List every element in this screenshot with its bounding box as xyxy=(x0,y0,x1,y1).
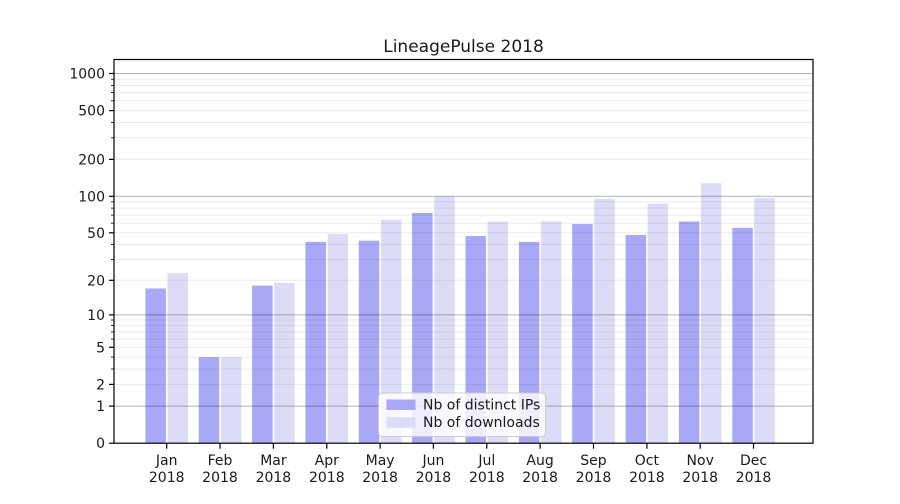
x-tick-label-year: 2018 xyxy=(682,470,718,486)
bar-distinct-ips-jun xyxy=(412,212,433,444)
bar-distinct-ips-dec xyxy=(732,227,753,444)
legend-label-downloads: Nb of downloads xyxy=(423,415,540,431)
x-tick-label-year: 2018 xyxy=(256,470,292,486)
bar-distinct-ips-mar xyxy=(252,285,273,444)
x-tick-label-month: Mar xyxy=(260,453,287,469)
y-tick-label: 1 xyxy=(96,399,105,415)
bar-distinct-ips-oct xyxy=(625,235,647,444)
chart-title: LineagePulse 2018 xyxy=(383,37,544,57)
x-tick-label-year: 2018 xyxy=(736,470,772,486)
x-tick-label-year: 2018 xyxy=(522,470,558,486)
y-tick-label: 5 xyxy=(96,340,105,356)
x-tick-label-month: May xyxy=(366,453,395,469)
y-tick-label: 1000 xyxy=(69,67,105,83)
bar-downloads-jan xyxy=(167,273,188,444)
x-tick-label-month: Feb xyxy=(208,453,233,469)
y-tick-label: 20 xyxy=(87,273,105,289)
bar-distinct-ips-apr xyxy=(305,241,326,444)
x-tick-label-month: Jan xyxy=(155,453,178,469)
x-tick-label-month: Dec xyxy=(740,453,767,469)
grid-layer xyxy=(114,73,813,407)
y-tick-label: 200 xyxy=(78,152,105,168)
legend: Nb of distinct IPs Nb of downloads xyxy=(378,392,546,437)
x-tick-label-year: 2018 xyxy=(149,470,185,486)
x-tick-label-month: Nov xyxy=(687,453,714,469)
y-tick-label: 500 xyxy=(78,104,105,120)
x-tick-label-year: 2018 xyxy=(416,470,452,486)
bar-downloads-may xyxy=(380,219,402,444)
plot-border xyxy=(113,58,814,444)
axis-layer: 01251020501002005001000Jan2018Feb2018Mar… xyxy=(69,67,771,487)
bar-downloads-aug xyxy=(540,221,562,444)
x-tick-label-year: 2018 xyxy=(362,470,398,486)
y-tick-label: 0 xyxy=(96,436,105,452)
x-tick-label-month: Aug xyxy=(526,453,553,469)
x-tick-label-month: Sep xyxy=(580,453,607,469)
bar-distinct-ips-jul xyxy=(465,236,486,444)
legend-label-distinct-ips: Nb of distinct IPs xyxy=(423,398,540,414)
legend-box xyxy=(378,392,546,437)
y-tick-label: 2 xyxy=(96,377,105,393)
x-tick-label-year: 2018 xyxy=(309,470,345,486)
y-tick-label: 100 xyxy=(78,189,105,205)
x-tick-label-year: 2018 xyxy=(576,470,612,486)
y-tick-label: 50 xyxy=(87,226,105,242)
bar-distinct-ips-jan xyxy=(145,288,166,444)
bar-distinct-ips-feb xyxy=(198,357,220,444)
x-tick-label-month: Oct xyxy=(635,453,660,469)
bar-downloads-feb xyxy=(220,357,242,444)
x-tick-label-month: Jun xyxy=(421,453,444,469)
x-tick-label-month: Apr xyxy=(315,453,339,469)
bar-distinct-ips-may xyxy=(358,240,380,444)
x-tick-label-year: 2018 xyxy=(202,470,238,486)
bar-downloads-jul xyxy=(487,221,509,444)
x-tick-label-month: Jul xyxy=(477,453,495,469)
bar-downloads-jun xyxy=(434,196,455,444)
bar-downloads-oct xyxy=(647,203,669,444)
y-tick-label: 10 xyxy=(87,308,105,324)
bar-downloads-mar xyxy=(274,282,295,444)
legend-swatch-downloads xyxy=(386,417,416,428)
bar-distinct-ips-sep xyxy=(572,224,593,444)
bar-downloads-nov xyxy=(701,183,722,444)
x-tick-label-year: 2018 xyxy=(469,470,505,486)
bars-layer xyxy=(145,183,775,444)
bar-downloads-apr xyxy=(327,233,349,444)
bar-downloads-dec xyxy=(754,197,775,444)
x-tick-label-year: 2018 xyxy=(629,470,665,486)
legend-swatch-distinct-ips xyxy=(386,399,416,410)
bar-downloads-sep xyxy=(594,199,615,444)
bar-distinct-ips-nov xyxy=(678,221,700,444)
